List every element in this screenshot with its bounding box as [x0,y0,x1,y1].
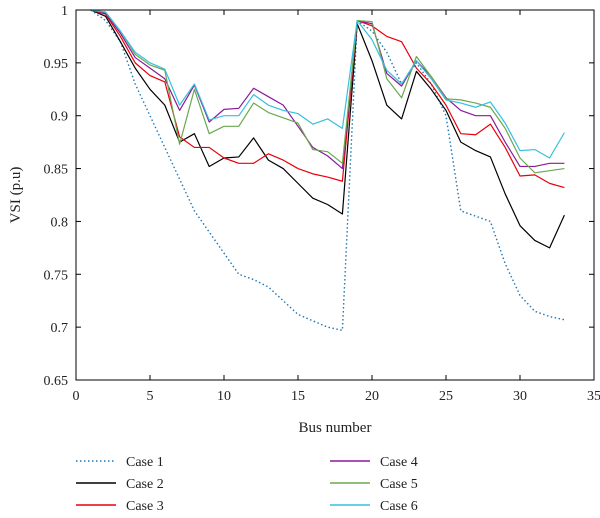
y-tick-label: 0.75 [44,268,69,283]
x-tick-label: 30 [513,389,527,404]
legend-label-case-1: Case 1 [126,455,164,470]
plot-frame [75,9,595,381]
x-tick-label: 20 [365,389,379,404]
plot-lines [90,9,565,332]
x-axis-label: Bus number [299,420,372,436]
y-tick-label: 0.7 [51,321,69,336]
y-tick-label: 0.85 [44,163,69,178]
series-line-case-1 [90,9,565,332]
legend-label-case-2: Case 2 [126,477,164,492]
legend-label-case-3: Case 3 [126,499,164,514]
series-line-case-3 [90,9,565,189]
x-tick-label: 5 [147,389,154,404]
x-tick-label: 25 [439,389,453,404]
legend-label-case-6: Case 6 [380,499,418,514]
series-line-case-5 [90,9,565,174]
y-tick-label: 0.9 [51,110,69,125]
y-tick-label: 0.65 [44,374,69,389]
y-axis-label: VSI (p.u) [8,167,24,224]
y-tick-label: 0.95 [44,57,69,72]
y-tick-label: 1 [61,4,68,19]
series-line-case-6 [90,9,565,159]
axis-ticks [75,9,595,381]
x-tick-labels: 0 5 10 15 20 25 30 35 [73,389,600,404]
x-tick-label: 0 [73,389,80,404]
series-line-case-2 [90,9,565,249]
legend: Case 1 Case 2 Case 3 Case 4 Case 5 Case 6 [76,455,418,514]
legend-label-case-4: Case 4 [380,455,418,470]
x-tick-label: 35 [587,389,600,404]
x-tick-label: 15 [291,389,305,404]
legend-label-case-5: Case 5 [380,477,418,492]
y-tick-labels: 0.65 0.7 0.75 0.8 0.85 0.9 0.95 1 [44,4,69,389]
y-tick-label: 0.8 [51,215,69,230]
series-line-case-4 [90,9,565,170]
x-tick-label: 10 [217,389,231,404]
